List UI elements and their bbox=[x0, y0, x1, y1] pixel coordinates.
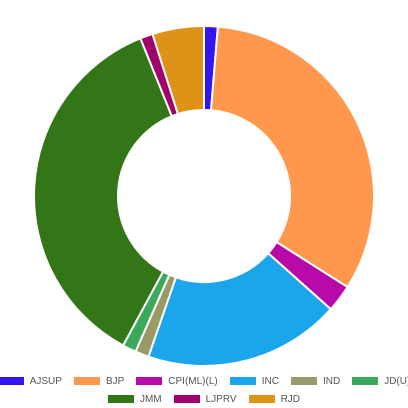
legend-item-inc[interactable]: INC bbox=[229, 375, 279, 387]
legend-item-ljprv[interactable]: LJPRV bbox=[173, 393, 237, 405]
legend-item-jmm[interactable]: JMM bbox=[107, 393, 162, 405]
legend-swatch bbox=[0, 377, 24, 385]
legend-swatch bbox=[290, 377, 317, 385]
donut-plot bbox=[33, 24, 375, 367]
legend-label: RJD bbox=[280, 393, 301, 405]
legend-swatch bbox=[107, 395, 134, 403]
legend-row-1: AJSUP BJP CPI(ML)(L) INC IND JD(U) bbox=[0, 372, 408, 390]
legend-label: LJPRV bbox=[205, 393, 237, 405]
legend-label: INC bbox=[261, 375, 279, 387]
legend-swatch bbox=[136, 377, 163, 385]
legend-label: JD(U) bbox=[384, 375, 408, 387]
slice-bjp[interactable] bbox=[209, 25, 375, 289]
slice-inc[interactable] bbox=[147, 251, 333, 367]
legend-swatch bbox=[229, 377, 256, 385]
legend-item-ind[interactable]: IND bbox=[290, 375, 341, 387]
legend-label: BJP bbox=[105, 375, 125, 387]
legend-swatch bbox=[352, 377, 379, 385]
legend-item-rjd[interactable]: RJD bbox=[248, 393, 301, 405]
legend: AJSUP BJP CPI(ML)(L) INC IND JD(U) JMM LJPRV RJ… bbox=[0, 372, 408, 408]
legend-swatch bbox=[173, 395, 200, 403]
legend-swatch bbox=[248, 395, 275, 403]
legend-item-cpi-ml-l[interactable]: CPI(ML)(L) bbox=[136, 375, 218, 387]
legend-item-bjp[interactable]: BJP bbox=[73, 375, 125, 387]
legend-item-jd-u[interactable]: JD(U) bbox=[352, 376, 408, 387]
legend-item-ajsup[interactable]: AJSUP bbox=[0, 376, 62, 387]
legend-label: AJSUP bbox=[29, 375, 62, 387]
slice-rjd[interactable] bbox=[151, 24, 205, 116]
legend-swatch bbox=[73, 377, 100, 385]
slice-jmm[interactable] bbox=[33, 37, 174, 347]
legend-label: JMM bbox=[139, 393, 162, 405]
legend-row-2: JMM LJPRV RJD bbox=[0, 390, 408, 408]
legend-label: IND bbox=[322, 375, 341, 387]
legend-label: CPI(ML)(L) bbox=[168, 375, 218, 387]
